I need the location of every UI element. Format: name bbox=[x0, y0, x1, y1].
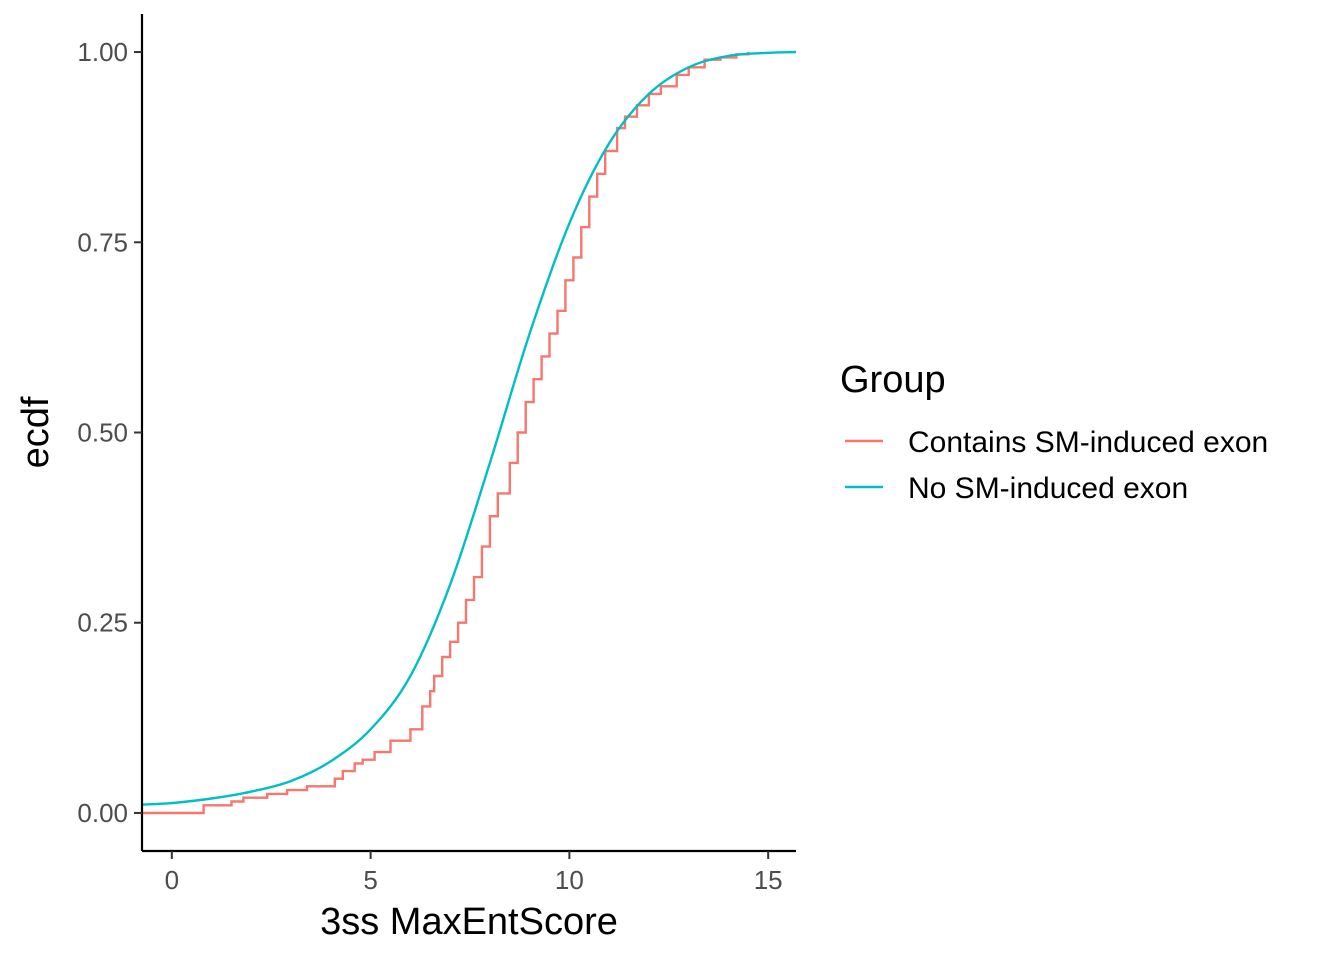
x-tick-label: 10 bbox=[555, 865, 584, 895]
series-line-1 bbox=[142, 52, 750, 815]
series-layer bbox=[141, 50, 797, 815]
axes-layer: 0 5 10 15 0.00 0.25 0.50 0.75 1.00 bbox=[77, 14, 796, 895]
y-tick-label: 0.00 bbox=[77, 798, 128, 828]
y-ticks: 0.00 0.25 0.50 0.75 1.00 bbox=[77, 37, 142, 828]
legend: Group Contains SM-induced exon No SM-indu… bbox=[840, 359, 1268, 505]
legend-items: Contains SM-induced exon No SM-induced ex… bbox=[845, 426, 1268, 505]
y-tick-label: 0.75 bbox=[77, 227, 128, 257]
series-line-2 bbox=[141, 50, 797, 806]
y-tick-label: 1.00 bbox=[77, 37, 128, 67]
x-tick-label: 5 bbox=[363, 865, 377, 895]
y-tick-label: 0.25 bbox=[77, 608, 128, 638]
y-axis-title: ecdf bbox=[15, 396, 57, 468]
x-tick-label: 0 bbox=[165, 865, 179, 895]
x-tick-label: 15 bbox=[754, 865, 783, 895]
x-ticks: 0 5 10 15 bbox=[165, 851, 783, 895]
x-axis-title: 3ss MaxEntScore bbox=[320, 901, 618, 943]
legend-label-1: Contains SM-induced exon bbox=[908, 426, 1268, 459]
y-tick-label: 0.50 bbox=[77, 418, 128, 448]
legend-label-2: No SM-induced exon bbox=[908, 472, 1188, 505]
legend-title: Group bbox=[840, 359, 946, 401]
